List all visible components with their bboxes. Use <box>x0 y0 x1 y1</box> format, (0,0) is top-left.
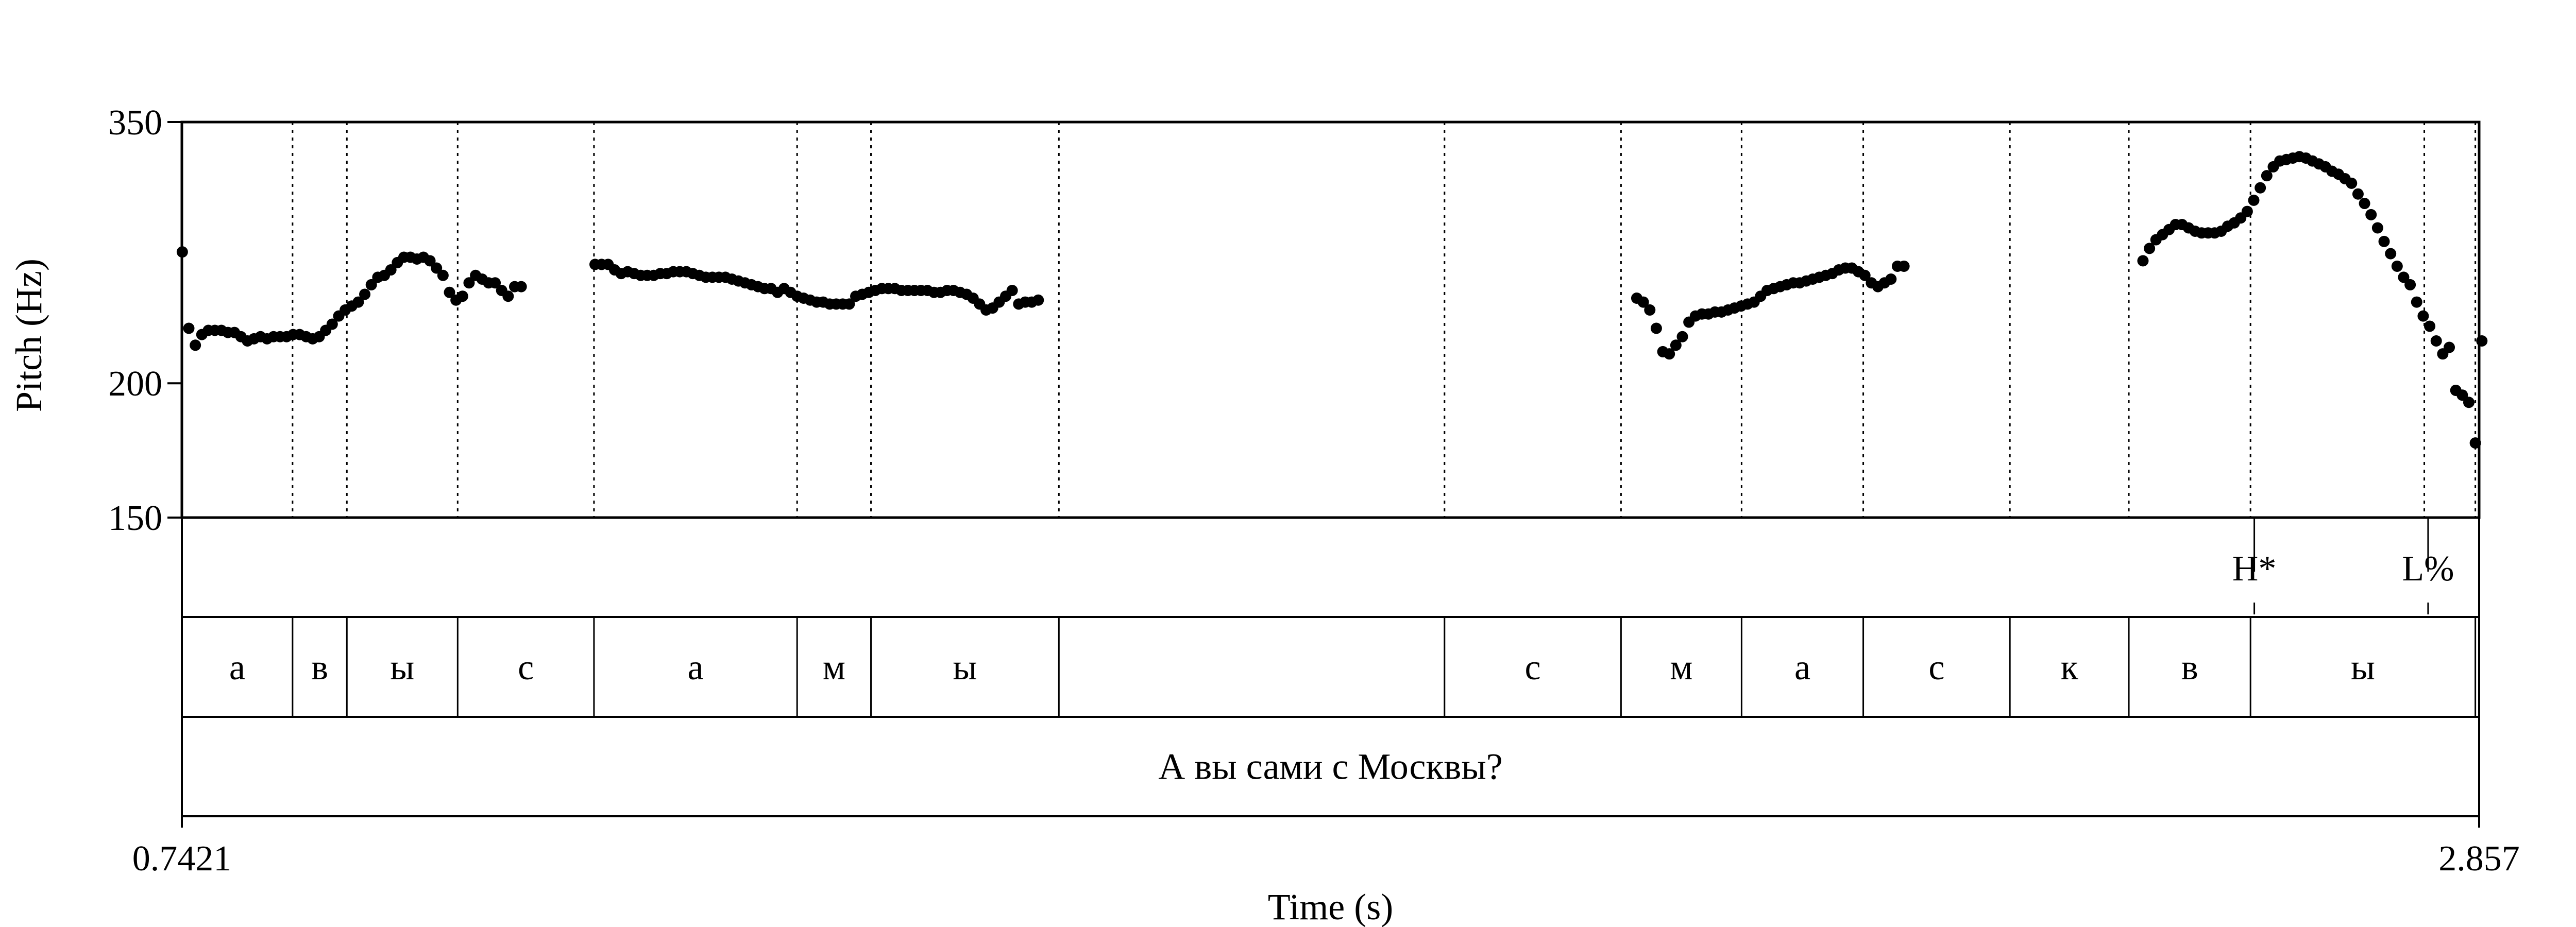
pitch-point <box>2469 437 2481 449</box>
segment-label: а <box>229 648 245 688</box>
pitch-point <box>183 322 195 334</box>
segment-label: в <box>311 648 328 688</box>
pitch-point <box>176 246 188 258</box>
x-tick-label: 0.7421 <box>132 839 232 879</box>
pitch-point <box>365 279 377 290</box>
pitch-point <box>385 264 397 276</box>
pitch-point <box>2144 243 2156 254</box>
pitch-boundary-lines <box>292 122 2477 518</box>
x-tick-label: 2.857 <box>2438 839 2520 879</box>
tone-label: H* <box>2232 549 2277 589</box>
pitch-point <box>2404 279 2416 290</box>
pitch-point <box>2137 255 2149 267</box>
pitch-point <box>2378 235 2390 247</box>
segment-label: с <box>1525 648 1541 688</box>
pitch-point <box>352 296 364 308</box>
pitch-point <box>431 262 443 274</box>
pitch-point <box>2255 182 2266 194</box>
pitch-point <box>2371 222 2383 234</box>
tone-label: L% <box>2402 549 2454 589</box>
pitch-point <box>2391 260 2403 272</box>
pitch-point <box>1032 294 1044 306</box>
sentence-label: А вы сами с Москвы? <box>1158 746 1503 787</box>
segment-label: а <box>1794 648 1810 688</box>
pitch-point <box>2430 335 2442 347</box>
pitch-point <box>463 277 475 289</box>
pitch-point <box>1885 273 1897 285</box>
pitch-frame <box>180 121 2481 519</box>
pitch-point <box>2248 194 2260 206</box>
x-axis-label: Time (s) <box>1268 886 1393 927</box>
pitch-point <box>444 286 455 298</box>
pitch-point <box>2365 209 2377 220</box>
pitch-point <box>456 290 468 302</box>
pitch-point <box>2417 310 2429 322</box>
pitch-point <box>2398 271 2410 283</box>
pitch-point <box>2411 296 2422 308</box>
segment-label: к <box>2061 648 2079 688</box>
pitch-point <box>326 318 338 330</box>
pitch-point <box>2352 188 2364 200</box>
pitch-point <box>1637 296 1649 308</box>
pitch-point <box>1664 348 1675 360</box>
segment-label: ы <box>953 648 977 688</box>
pitch-point <box>2476 335 2488 347</box>
tier-frame <box>181 716 2480 817</box>
pitch-point <box>2346 177 2358 189</box>
pitch-points <box>176 151 2488 449</box>
segment-label: м <box>823 648 845 688</box>
pitch-point <box>2241 205 2253 217</box>
segment-label: ы <box>2351 648 2375 688</box>
segment-label: с <box>1928 648 1944 688</box>
segment-label: с <box>518 648 534 688</box>
segment-label: в <box>2181 648 2198 688</box>
axes-labels: 150 200 350 0.7421 2.857 Time (s) Pitch (Hz) <box>8 103 2520 927</box>
pitch-point <box>515 281 527 293</box>
annotation-tiers: H* L% а в ы с а м ы с м а с к в ы А вы сами с Москвы? <box>229 518 2477 787</box>
pitch-point <box>1650 322 1662 334</box>
pitch-point <box>1859 269 1871 281</box>
segment-label: м <box>1670 648 1692 688</box>
pitch-point <box>2261 170 2273 182</box>
y-tick-label: 200 <box>108 364 162 404</box>
pitch-point <box>1670 339 1682 351</box>
pitch-point <box>1676 331 1688 342</box>
pitch-point <box>1898 260 1910 272</box>
pitch-point <box>359 288 371 300</box>
pitch-point <box>489 277 501 289</box>
pitch-point <box>424 255 436 267</box>
tier-frame <box>181 517 2480 618</box>
pitch-point <box>437 269 449 281</box>
pitch-point <box>2444 341 2455 353</box>
pitch-point <box>843 298 855 310</box>
pitch-point <box>2385 248 2397 260</box>
segment-label: а <box>688 648 704 688</box>
pitch-point <box>190 339 201 351</box>
y-tick-label: 150 <box>108 499 162 538</box>
y-tick-label: 350 <box>108 103 162 143</box>
pitch-point <box>1006 285 1018 297</box>
pitch-point <box>2463 397 2475 408</box>
pitch-point <box>1644 304 1656 316</box>
y-axis-label: Pitch (Hz) <box>8 259 49 412</box>
pitch-point <box>2359 198 2370 210</box>
pitch-point <box>502 290 514 302</box>
segment-label: ы <box>390 648 414 688</box>
pitch-point <box>2456 389 2468 401</box>
pitch-point <box>2424 320 2436 332</box>
pitch-panel <box>180 121 2481 817</box>
